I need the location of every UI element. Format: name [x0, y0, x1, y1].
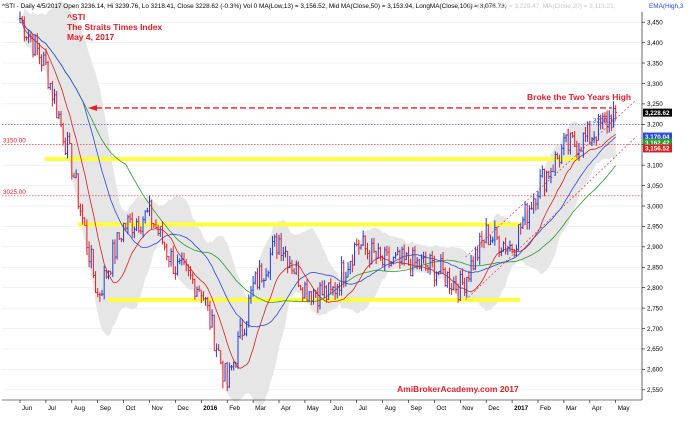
time-tick-label: May [307, 405, 320, 412]
price-tick-label: 3,350 [647, 60, 663, 67]
band-layer [20, 0, 616, 407]
price-tag-box [643, 132, 672, 141]
price-tick-label: 2,850 [647, 265, 663, 272]
time-tick-label: Jul [48, 405, 56, 412]
time-tick-label: Dec [177, 405, 188, 412]
time-tick-label: Feb [540, 405, 551, 412]
time-tick-label: 2017 [514, 405, 529, 412]
time-tick-label: Sep [100, 405, 112, 412]
bollinger-band [20, 0, 616, 407]
time-tick-label: 2016 [203, 405, 218, 412]
time-tick-label: Sep [411, 405, 423, 412]
price-tick-label: 2,550 [647, 387, 663, 394]
time-tick-label: Nov [152, 405, 164, 412]
price-tag-value: 3,228.62 [645, 110, 670, 117]
grid-layer [2, 21, 642, 391]
reference-line-label: 3025.00 [3, 189, 26, 196]
time-tick-label: Apr [592, 405, 602, 412]
time-tick-label: Jul [359, 405, 367, 412]
time-tick-label: May [618, 405, 631, 412]
label-layer: 3,228.62 3,170.043,162.423,156.52 [643, 108, 672, 153]
header-text-tail: EMA(High,3 [649, 3, 684, 10]
price-tick-label: 3,300 [647, 81, 663, 88]
time-tick-label: Dec [488, 405, 499, 412]
price-tag-value: 3,156.52 [645, 146, 670, 153]
bar-layer [18, 11, 617, 392]
time-tick-label: Jun [333, 405, 344, 412]
ticker-label: ^STI [67, 12, 85, 22]
time-tick-label: Nov [462, 405, 474, 412]
price-tick-label: 2,700 [647, 326, 663, 333]
price-tick-label: 3,200 [647, 122, 663, 129]
price-tick-label: 2,900 [647, 244, 663, 251]
price-tag-box [643, 108, 672, 117]
broke-high-label: Broke the Two Years High [527, 92, 631, 102]
date-label: May 4, 2017 [67, 32, 115, 42]
watermark-label: AmiBrokerAcademy.com 2017 [397, 384, 519, 394]
time-tick-label: Oct [436, 405, 446, 412]
ma-mid50-line [19, 18, 616, 328]
header-text-faded: MA(Close,20) = 3,229.47, MA(Close,20) = … [468, 3, 616, 10]
price-tick-label: 2,600 [647, 367, 663, 374]
price-tick-label: 2,950 [647, 224, 663, 231]
price-tick-label: 3,250 [647, 101, 663, 108]
price-tag-value: 3,170.04 [645, 134, 670, 141]
index-name-label: The Straits Times Index [67, 22, 163, 32]
header-text: ^STI - Daily 4/5/2017 Open 3236.14, Hi 3… [2, 3, 507, 10]
time-tick-label: Jun [22, 405, 33, 412]
price-tick-label: 3,100 [647, 162, 663, 169]
price-tick-label: 3,400 [647, 40, 663, 47]
time-tick-label: Mar [566, 405, 577, 412]
price-tick-label: 2,800 [647, 285, 663, 292]
channel-lower-line [465, 136, 637, 301]
time-tick-label: Oct [126, 405, 136, 412]
time-tick-label: Aug [385, 405, 397, 412]
price-tick-label: 3,000 [647, 203, 663, 210]
price-tick-label: 3,450 [647, 20, 663, 27]
price-tag-value: 3,162.42 [645, 140, 670, 147]
price-tick-label: 3,050 [647, 183, 663, 190]
price-tick-label: 2,750 [647, 305, 663, 312]
reference-line-label: 3150.00 [3, 138, 26, 145]
time-tick-label: Aug [74, 405, 86, 412]
price-tag-box [643, 138, 672, 147]
price-tick-label: 2,650 [647, 346, 663, 353]
time-tick-label: Apr [281, 405, 291, 412]
resistance-arrow-head [88, 104, 97, 111]
time-tick-label: Mar [255, 405, 266, 412]
time-tick-label: Feb [229, 405, 240, 412]
price-tag-box [643, 144, 672, 153]
